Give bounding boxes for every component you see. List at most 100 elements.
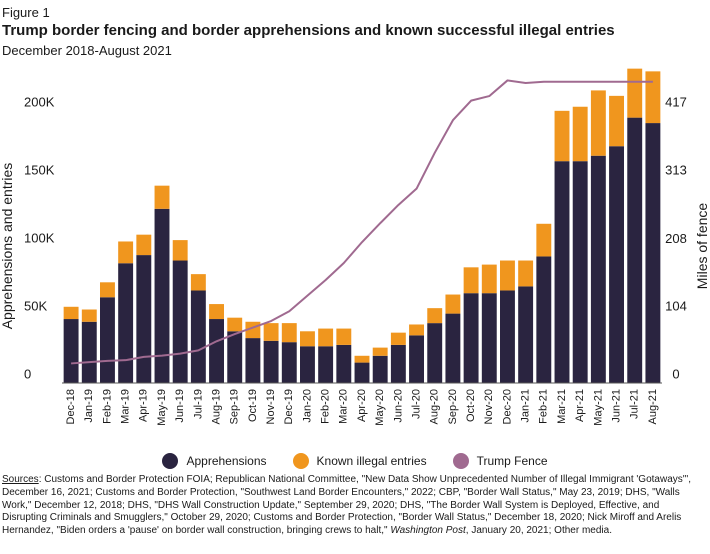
bar-known-entries-sep-20: [445, 294, 461, 314]
bar-known-entries-oct-20: [463, 267, 479, 294]
sources-note: Sources: Customs and Border Protection F…: [2, 474, 706, 538]
bar-apprehensions-mar-20: [336, 344, 352, 383]
bar-apprehensions-jun-20: [390, 344, 406, 383]
bar-known-entries-sep-19: [227, 317, 243, 332]
bar-apprehensions-nov-20: [481, 293, 497, 383]
bar-apprehensions-aug-19: [209, 319, 224, 383]
legend-swatch-known-entries: [292, 453, 309, 469]
bar-known-entries-feb-19: [100, 282, 115, 298]
y2-tick-label-1: 104: [665, 299, 687, 314]
y-tick-label-2: 100K: [24, 230, 55, 245]
bar-known-entries-mar-19: [118, 241, 134, 264]
x-tick-label-may-19: May-19: [156, 389, 168, 426]
bar-known-entries-mar-21: [554, 110, 570, 162]
bar-apprehensions-apr-20: [354, 362, 370, 383]
bar-apprehensions-sep-19: [227, 331, 243, 383]
bar-apprehensions-jul-20: [409, 335, 424, 383]
chart-area: Dec-18 Jan-19 Feb-19 Mar-19 Apr-19 May-19 Jun-…: [0, 68, 710, 426]
x-tick-label-jan-21: Jan-21: [520, 389, 532, 423]
x-tick-label-jun-19: Jun-19: [174, 389, 186, 423]
x-tick-label-jan-19: Jan-19: [83, 389, 95, 423]
bar-known-entries-aug-21: [645, 71, 661, 124]
bar-known-entries-jan-21: [518, 260, 534, 287]
bar-known-entries-dec-18: [63, 306, 79, 320]
bar-known-entries-apr-21: [572, 106, 588, 162]
x-tick-label-apr-20: Apr-20: [356, 389, 368, 422]
bar-known-entries-feb-21: [536, 223, 552, 257]
bar-known-entries-jul-21: [627, 68, 643, 118]
figure-label: Figure 1: [2, 5, 50, 20]
bar-known-entries-jan-20: [300, 331, 315, 347]
bar-known-entries-mar-20: [336, 328, 352, 345]
bar-known-entries-dec-19: [281, 323, 297, 343]
y-tick-label-3: 150K: [24, 162, 55, 177]
legend-label-known-entries: Known illegal entries: [316, 454, 427, 468]
legend-item-apprehensions: Apprehensions: [162, 453, 267, 469]
sources-text: : Customs and Border Protection FOIA; Re…: [2, 474, 692, 537]
x-tick-label-may-21: May-21: [592, 389, 604, 426]
y2-axis-title: Miles of fence: [694, 203, 710, 290]
bar-apprehensions-may-19: [154, 208, 170, 383]
bar-apprehensions-mar-19: [118, 263, 134, 383]
bar-apprehensions-aug-20: [427, 323, 443, 383]
bar-known-entries-jun-19: [172, 240, 188, 261]
x-tick-label-jun-21: Jun-21: [610, 389, 622, 423]
x-tick-label-oct-19: Oct-19: [247, 389, 259, 422]
bar-known-entries-aug-20: [427, 308, 443, 324]
bar-apprehensions-may-20: [372, 355, 388, 383]
y2-tick-label-4: 417: [665, 95, 687, 110]
bar-apprehensions-oct-19: [245, 338, 261, 383]
legend: Apprehensions Known illegal entries Trum…: [0, 453, 710, 469]
y-tick-label-4: 200K: [24, 94, 55, 109]
bar-apprehensions-feb-19: [100, 297, 115, 383]
chart-title: Trump border fencing and border apprehen…: [2, 22, 615, 39]
x-tick-label-dec-19: Dec-19: [283, 389, 295, 424]
bar-known-entries-jul-20: [409, 324, 424, 336]
y2-tick-label-2: 208: [665, 231, 687, 246]
x-tick-label-jul-20: Jul-20: [410, 389, 422, 419]
x-tick-label-mar-20: Mar-20: [338, 389, 350, 424]
bar-apprehensions-mar-21: [554, 161, 570, 383]
x-tick-label-jun-20: Jun-20: [392, 389, 404, 423]
y2-tick-label-3: 313: [665, 162, 687, 177]
bar-apprehensions-oct-20: [463, 293, 479, 383]
bar-apprehensions-jan-20: [300, 346, 315, 383]
trump-fence-line: [71, 79, 653, 365]
x-tick-label-dec-20: Dec-20: [501, 389, 513, 424]
bar-apprehensions-jul-19: [190, 290, 206, 383]
bar-known-entries-may-20: [372, 347, 388, 356]
x-tick-label-sep-20: Sep-20: [447, 389, 459, 424]
bar-known-entries-aug-19: [209, 304, 224, 320]
x-tick-label-mar-19: Mar-19: [120, 389, 132, 424]
x-tick-label-nov-19: Nov-19: [265, 389, 277, 424]
x-tick-label-may-20: May-20: [374, 389, 386, 426]
sources-label: Sources: [2, 474, 39, 485]
x-tick-label-jul-21: Jul-21: [629, 389, 641, 419]
bar-apprehensions-jan-21: [518, 286, 534, 383]
bar-apprehensions-nov-19: [263, 340, 279, 383]
bar-known-entries-may-19: [154, 185, 170, 209]
bar-known-entries-jun-21: [609, 95, 624, 147]
bar-apprehensions-apr-19: [136, 255, 152, 383]
x-tick-label-mar-21: Mar-21: [556, 389, 568, 424]
bar-known-entries-nov-20: [481, 264, 497, 294]
bar-apprehensions-apr-21: [572, 161, 588, 383]
bar-apprehensions-jan-19: [81, 321, 97, 383]
x-tick-label-oct-20: Oct-20: [465, 389, 477, 422]
x-tick-label-apr-19: Apr-19: [138, 389, 150, 422]
y2-tick-label-0: 0: [672, 366, 679, 381]
bar-apprehensions-dec-19: [281, 342, 297, 383]
x-tick-label-apr-21: Apr-21: [574, 389, 586, 422]
legend-label-trump-fence: Trump Fence: [476, 454, 548, 468]
bar-apprehensions-sep-20: [445, 313, 461, 383]
bar-apprehensions-may-21: [590, 155, 606, 383]
bar-apprehensions-aug-21: [645, 123, 661, 383]
bar-known-entries-jan-19: [81, 309, 97, 322]
x-tick-label-dec-18: Dec-18: [65, 389, 77, 424]
bar-known-entries-jul-19: [190, 274, 206, 291]
sources-publication: Washington Post: [390, 525, 466, 537]
bar-apprehensions-feb-20: [318, 346, 334, 383]
legend-item-known-entries: Known illegal entries: [292, 453, 427, 469]
legend-swatch-apprehensions: [162, 453, 179, 469]
x-tick-label-aug-21: Aug-21: [647, 389, 659, 424]
